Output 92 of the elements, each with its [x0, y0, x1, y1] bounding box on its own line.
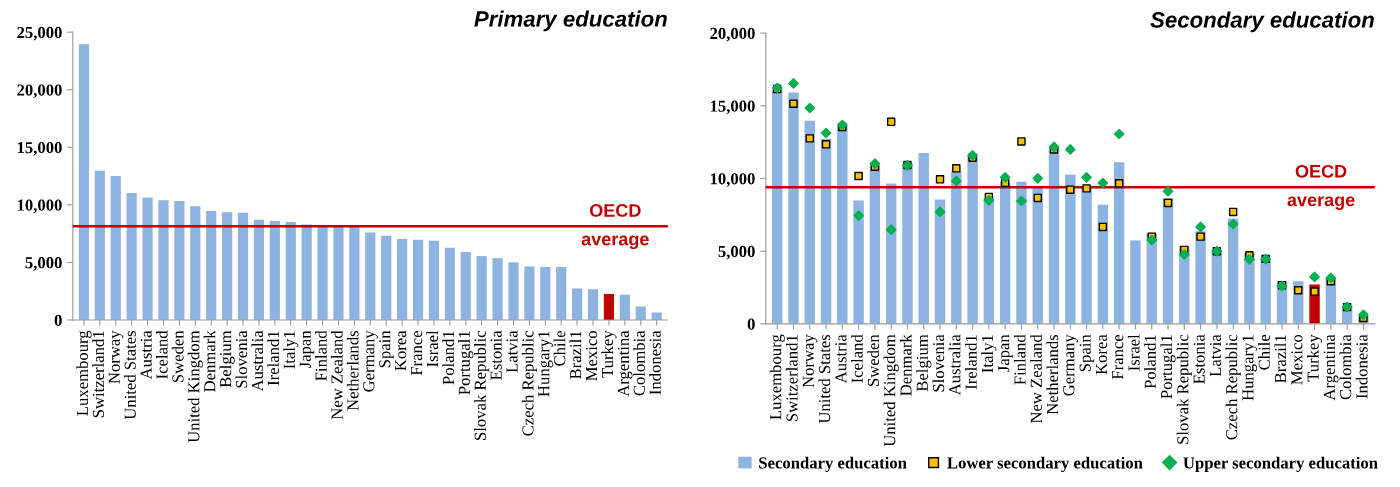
x-tick-label: Colombia: [633, 330, 645, 396]
y-tick-label: 25,000: [17, 26, 62, 41]
x-tick-label: Israel: [1127, 334, 1140, 371]
x-tick-label: Mexico: [1291, 334, 1303, 385]
x-tick-label: Italy1: [981, 335, 997, 373]
legend-label: Secondary education: [759, 456, 907, 472]
y-tick-label: 5,000: [25, 257, 62, 271]
x-tick-label: Germany: [363, 330, 378, 392]
x-tick-label: Finland: [315, 330, 327, 381]
x-tick-label: Portugal1: [1160, 335, 1176, 399]
x-tick-label: Estonia: [1193, 334, 1205, 384]
x-tick-label: Switzerland1: [92, 331, 105, 418]
y-tick-label: 10,000: [17, 199, 62, 214]
x-tick-label: Argentina: [617, 330, 633, 397]
x-tick-label: Korea: [1095, 334, 1108, 375]
x-tick-label: Luxembourg: [769, 334, 785, 420]
x-tick-label: Luxembourg: [76, 330, 92, 416]
x-tick-label: United Kingdom: [883, 334, 899, 447]
x-tick-label: Turkey: [1306, 334, 1323, 382]
x-tick-label: Hungary1: [538, 331, 553, 397]
legend-label: Upper secondary education: [1183, 456, 1378, 472]
x-tick-label: Sweden: [867, 334, 880, 386]
x-tick-label: Argentina: [1323, 334, 1339, 401]
x-tick-label: New Zealand: [330, 330, 343, 420]
x-tick-label: Norway: [108, 330, 124, 384]
x-tick-label: Austria: [835, 334, 847, 384]
x-tick-label: Chile: [553, 330, 566, 366]
x-tick-label: New Zealand: [1030, 334, 1042, 424]
y-tick-label: 10,000: [710, 173, 755, 187]
x-tick-label: Czech Republic: [1225, 334, 1241, 440]
ref-line-label: OECD average: [1287, 164, 1355, 210]
x-tick-label: Iceland: [155, 330, 168, 379]
x-tick-label: Australia: [251, 330, 264, 392]
x-tick-label: Portugal1: [458, 331, 474, 395]
x-tick-label: Indonesia: [1355, 334, 1368, 399]
x-tick-label: Switzerland1: [785, 335, 798, 422]
x-tick-label: France: [411, 330, 423, 376]
x-tick-label: Colombia: [1339, 334, 1352, 400]
x-tick-label: Japan: [299, 330, 315, 368]
x-tick-label: Norway: [802, 334, 818, 388]
x-tick-label: France: [1112, 334, 1124, 380]
x-tick-label: Slovak Republic: [474, 330, 490, 440]
x-tick-label: Italy1: [283, 331, 299, 369]
x-tick-label: Ireland1: [965, 335, 977, 390]
x-tick-label: Japan: [998, 334, 1013, 372]
y-tick-label: 0: [54, 314, 62, 326]
y-tick-label: 5,000: [718, 245, 755, 260]
x-tick-label: Australia: [948, 334, 961, 396]
x-tick-label: Germany: [1063, 334, 1078, 396]
x-tick-label: Netherlands: [1046, 334, 1059, 415]
x-tick-label: United States: [124, 330, 136, 420]
x-tick-label: United Kingdom: [187, 330, 203, 443]
x-tick-label: Slovenia: [932, 334, 945, 392]
chart-title: Secondary education: [1150, 11, 1374, 33]
x-tick-label: Latvia: [506, 330, 518, 373]
y-tick-label: 20,000: [710, 27, 755, 42]
x-tick-label: Poland1: [1144, 335, 1156, 389]
x-tick-label: Chile: [1258, 334, 1270, 370]
x-tick-label: Slovenia: [235, 330, 248, 388]
x-tick-label: Sweden: [171, 330, 184, 383]
x-tick-label: Turkey: [601, 330, 617, 378]
x-tick-label: Iceland: [851, 334, 863, 383]
x-tick-label: Austria: [140, 330, 152, 380]
x-tick-label: Slovak Republic: [1176, 334, 1192, 444]
x-tick-label: Czech Republic: [521, 330, 537, 436]
x-tick-label: Denmark: [203, 330, 216, 392]
x-tick-label: Brazil1: [1274, 335, 1287, 383]
x-tick-label: Denmark: [899, 334, 912, 396]
x-tick-label: Hungary1: [1242, 335, 1257, 401]
x-tick-label: Mexico: [586, 331, 598, 381]
y-tick-label: 20,000: [17, 84, 62, 99]
legend-label: Lower secondary education: [947, 456, 1143, 472]
ref-line-label: OECD average: [581, 204, 649, 250]
x-tick-label: Finland: [1013, 334, 1026, 385]
x-tick-label: United States: [818, 334, 831, 424]
x-tick-label: Indonesia: [649, 330, 661, 395]
y-tick-label: 0: [747, 318, 755, 330]
y-tick-label: 15,000: [17, 141, 62, 156]
x-tick-label: Netherlands: [346, 330, 359, 411]
y-tick-label: 15,000: [710, 100, 755, 115]
x-tick-label: Korea: [395, 330, 407, 371]
x-tick-label: Brazil1: [569, 331, 582, 379]
chart-title: Primary education: [474, 10, 667, 32]
x-tick-label: Belgium: [219, 330, 235, 388]
x-tick-label: Latvia: [1209, 334, 1222, 377]
x-tick-label: Israel: [426, 330, 439, 367]
x-tick-label: Spain: [379, 330, 394, 368]
x-tick-label: Estonia: [490, 330, 502, 380]
x-tick-label: Ireland1: [267, 331, 280, 386]
x-tick-label: Spain: [1079, 334, 1095, 372]
x-tick-label: Belgium: [916, 334, 932, 392]
x-tick-label: Poland1: [442, 331, 455, 385]
